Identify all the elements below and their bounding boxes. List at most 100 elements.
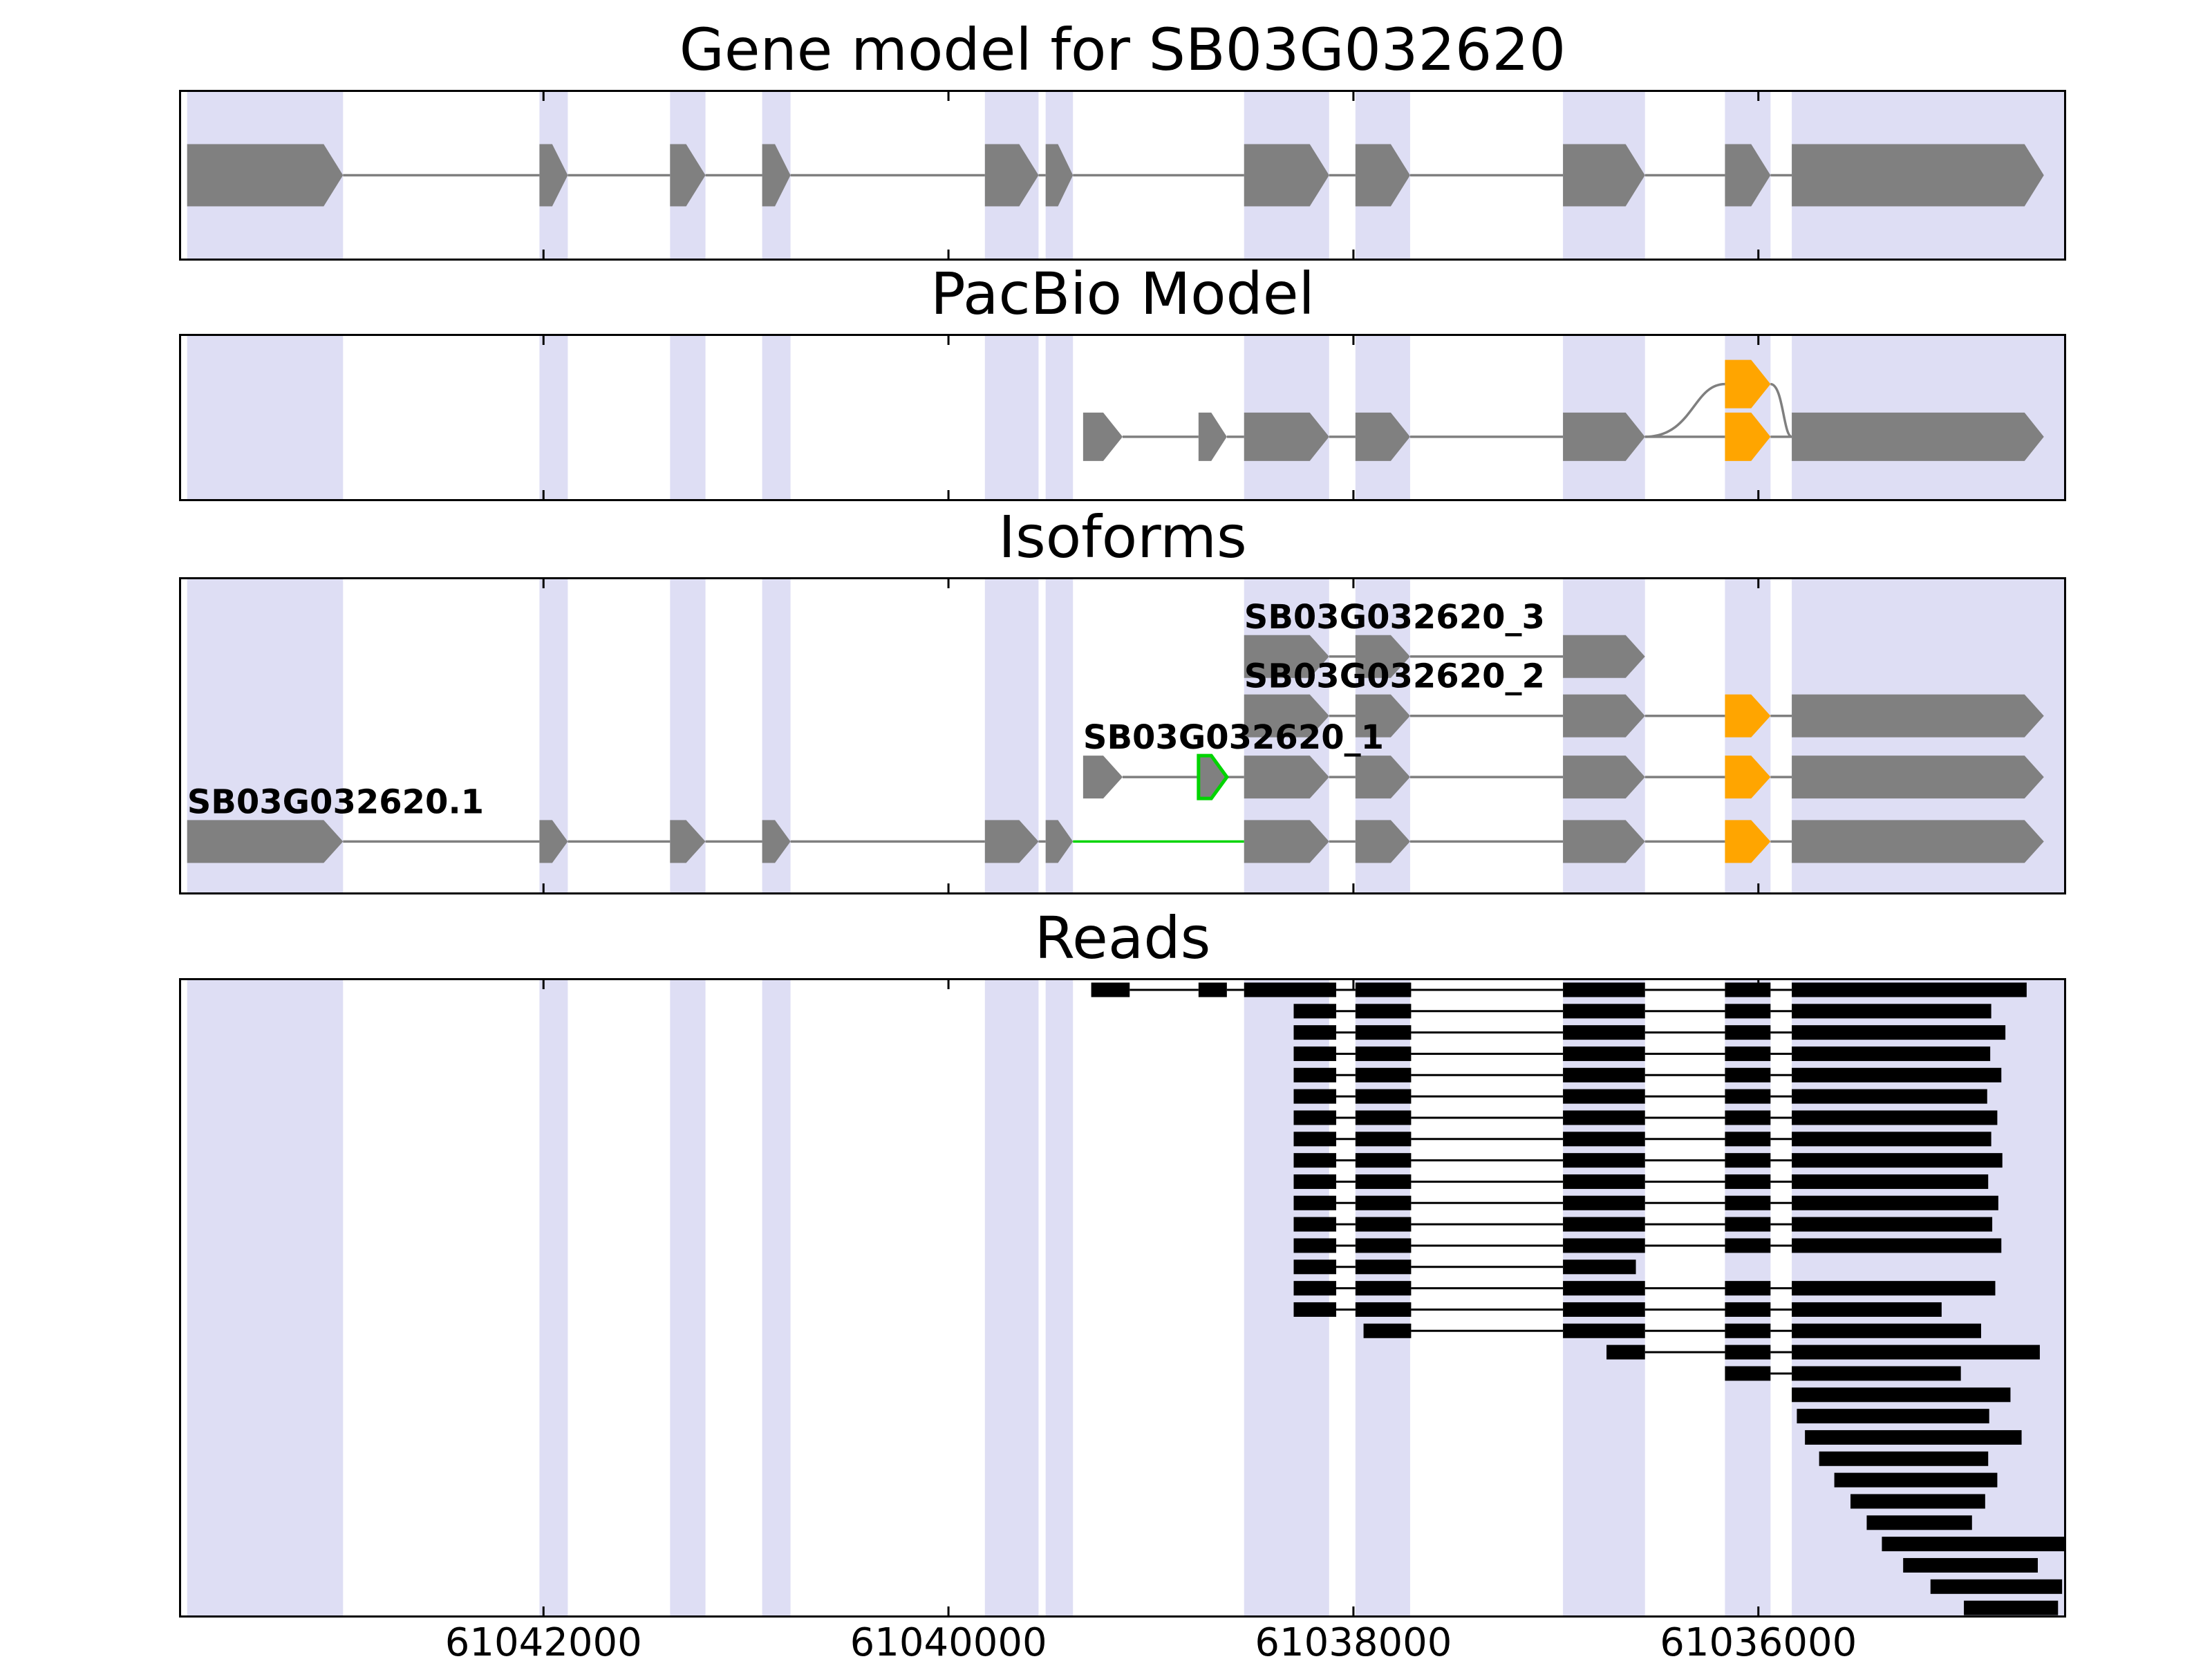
read-block [1293, 1217, 1337, 1232]
exon-block [187, 144, 344, 207]
read-block [1293, 1259, 1337, 1275]
read-block [1792, 1195, 1998, 1210]
read-block [1725, 1344, 1771, 1360]
exon-block [1792, 694, 2044, 738]
read-block [1563, 1195, 1645, 1210]
highlight-band [762, 978, 791, 1618]
exon-block [1355, 144, 1410, 207]
read-block [1725, 1195, 1771, 1210]
read-block [1792, 1046, 1991, 1061]
highlight-band [539, 978, 568, 1618]
read-block [1355, 1046, 1412, 1061]
exon-block [1725, 820, 1771, 863]
exon-block [1244, 412, 1329, 461]
exon-block [1244, 635, 1329, 678]
exon-block [670, 820, 706, 863]
highlight-band [762, 334, 791, 501]
read-block [1792, 1004, 1991, 1019]
read-block [1725, 1153, 1771, 1168]
exon-block [1244, 756, 1329, 799]
read-block [1355, 1281, 1412, 1296]
panel-border [179, 334, 2066, 501]
read-block [1563, 1217, 1645, 1232]
read-block [1293, 1302, 1337, 1317]
x-tick-label: 61042000 [444, 1620, 642, 1659]
read-block [1293, 1281, 1337, 1296]
read-block [1355, 1238, 1412, 1253]
read-block [1725, 1004, 1771, 1019]
read-block [1293, 1132, 1337, 1147]
read-block [1882, 1537, 2065, 1552]
read-block [1903, 1557, 2038, 1573]
read-block [1606, 1344, 1645, 1360]
read-block [1563, 1174, 1645, 1189]
read-block [1792, 982, 2027, 997]
highlight-band [1563, 978, 1645, 1618]
exon-block [1197, 753, 1229, 800]
read-block [1792, 1366, 1961, 1381]
read-block [1293, 1025, 1337, 1040]
read-block [1293, 1089, 1337, 1104]
exon-block [187, 820, 344, 863]
gene-model-panel [179, 90, 2066, 261]
x-tick-label: 61040000 [850, 1620, 1047, 1659]
read-block [1964, 1600, 2059, 1615]
exon-block [1355, 635, 1410, 678]
read-block [1792, 1344, 2040, 1360]
read-block [1805, 1430, 2022, 1445]
read-block [1355, 982, 1412, 997]
exon-block [539, 820, 568, 863]
read-block [1563, 1259, 1636, 1275]
exon-block [1725, 412, 1771, 461]
exon-block [1792, 144, 2044, 207]
read-block [1355, 1004, 1412, 1019]
highlight-band [1725, 978, 1771, 1618]
exon-block [1082, 756, 1123, 799]
pacbio-panel [179, 334, 2066, 501]
read-block [1563, 1153, 1645, 1168]
read-block [1244, 982, 1337, 997]
exon-block [1563, 756, 1645, 799]
read-block [1355, 1067, 1412, 1082]
read-block [1866, 1515, 1972, 1530]
read-block [1563, 982, 1645, 997]
exon-block [1725, 144, 1771, 207]
read-block [1797, 1409, 1989, 1424]
read-block [1363, 1323, 1412, 1338]
isoforms-title: Isoforms [998, 503, 1247, 571]
exon-block [539, 144, 568, 207]
reads-title: Reads [1034, 904, 1211, 972]
read-block [1792, 1174, 1989, 1189]
highlight-band [1244, 978, 1329, 1618]
read-block [1563, 1302, 1645, 1317]
read-block [1792, 1323, 1981, 1338]
read-block [1293, 1067, 1337, 1082]
x-tick-label: 61038000 [1255, 1620, 1452, 1659]
read-block [1563, 1110, 1645, 1125]
read-block [1850, 1494, 1985, 1509]
exon-block [1355, 820, 1410, 863]
read-block [1293, 1110, 1337, 1125]
read-block [1792, 1067, 2002, 1082]
read-block [1355, 1259, 1412, 1275]
splice-curve [1644, 382, 1725, 438]
read-block [1725, 1238, 1771, 1253]
exon-block [670, 144, 706, 207]
exon-block [1725, 756, 1771, 799]
read-block [1198, 982, 1227, 997]
read-block [1563, 1238, 1645, 1253]
read-block [1930, 1579, 2063, 1594]
read-block [1563, 1089, 1645, 1104]
read-block [1355, 1153, 1412, 1168]
read-block [1293, 1238, 1337, 1253]
read-block [1792, 1387, 2011, 1403]
highlight-band [984, 978, 1039, 1618]
read-block [1725, 1110, 1771, 1125]
highlight-band [187, 978, 344, 1618]
highlight-band [670, 334, 706, 501]
read-block [1563, 1281, 1645, 1296]
read-block [1792, 1281, 1996, 1296]
read-block [1725, 982, 1771, 997]
read-block [1792, 1217, 1993, 1232]
